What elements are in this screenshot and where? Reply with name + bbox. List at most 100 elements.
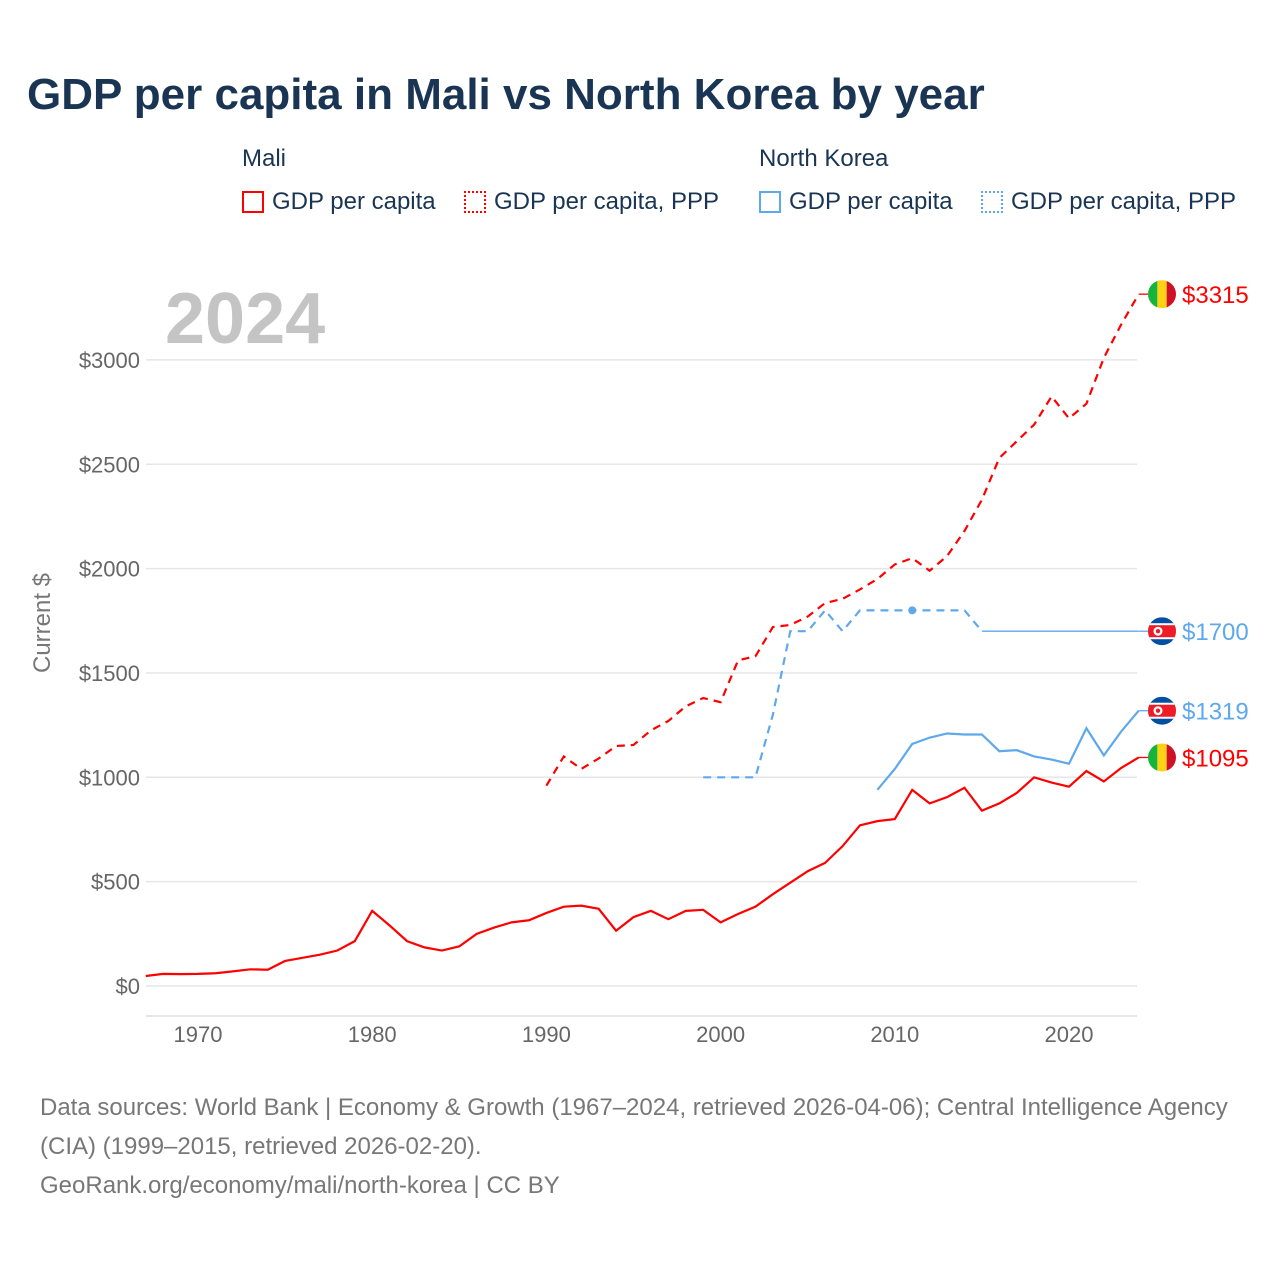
data-point[interactable] <box>244 963 256 975</box>
data-point[interactable] <box>1046 777 1058 789</box>
data-point[interactable] <box>889 604 901 616</box>
data-point[interactable] <box>993 452 1005 464</box>
data-point[interactable] <box>941 604 953 616</box>
data-point[interactable] <box>1115 762 1127 774</box>
data-point[interactable] <box>802 611 814 623</box>
data-point[interactable] <box>906 552 918 564</box>
data-point[interactable] <box>680 905 692 917</box>
data-point[interactable] <box>993 797 1005 809</box>
data-point[interactable] <box>924 604 936 616</box>
data-point[interactable] <box>279 955 291 967</box>
data-point[interactable] <box>1046 754 1058 766</box>
data-point[interactable] <box>488 922 500 934</box>
data-point[interactable] <box>575 900 587 912</box>
data-point[interactable] <box>662 913 674 925</box>
data-point[interactable] <box>697 771 709 783</box>
data-point[interactable] <box>941 550 953 562</box>
data-point[interactable] <box>1046 390 1058 402</box>
data-point[interactable] <box>558 901 570 913</box>
data-point[interactable] <box>889 763 901 775</box>
data-point[interactable] <box>209 967 221 979</box>
data-point[interactable] <box>749 901 761 913</box>
data-point[interactable] <box>976 805 988 817</box>
data-point[interactable] <box>906 784 918 796</box>
data-point[interactable] <box>767 888 779 900</box>
data-point[interactable] <box>297 952 309 964</box>
data-point[interactable] <box>1011 787 1023 799</box>
data-point[interactable] <box>662 715 674 727</box>
data-point[interactable] <box>715 771 727 783</box>
data-point[interactable] <box>645 724 657 736</box>
data-point[interactable] <box>1011 744 1023 756</box>
data-point[interactable] <box>767 621 779 633</box>
data-point[interactable] <box>436 945 448 957</box>
legend-nk-ppp[interactable]: GDP per capita, PPP <box>981 188 1236 216</box>
data-point[interactable] <box>227 965 239 977</box>
data-point[interactable] <box>540 780 552 792</box>
data-point[interactable] <box>314 949 326 961</box>
data-point[interactable] <box>924 565 936 577</box>
data-point[interactable] <box>506 916 518 928</box>
data-point[interactable] <box>784 625 796 637</box>
data-point[interactable] <box>558 750 570 762</box>
data-point[interactable] <box>732 654 744 666</box>
data-point[interactable] <box>157 968 169 980</box>
data-point[interactable] <box>697 904 709 916</box>
data-point[interactable] <box>749 771 761 783</box>
data-point[interactable] <box>418 941 430 953</box>
data-point[interactable] <box>1028 419 1040 431</box>
data-point[interactable] <box>628 911 640 923</box>
data-point[interactable] <box>784 877 796 889</box>
data-point[interactable] <box>349 935 361 947</box>
data-point[interactable] <box>610 740 622 752</box>
data-point[interactable] <box>1028 750 1040 762</box>
data-point[interactable] <box>715 696 727 708</box>
data-point[interactable] <box>1011 435 1023 447</box>
data-point[interactable] <box>837 840 849 852</box>
data-point[interactable] <box>767 709 779 721</box>
data-point[interactable] <box>680 700 692 712</box>
data-point[interactable] <box>175 968 187 980</box>
data-point[interactable] <box>976 729 988 741</box>
data-point[interactable] <box>593 753 605 765</box>
data-point[interactable] <box>1115 318 1127 330</box>
data-point[interactable] <box>1115 725 1127 737</box>
data-point[interactable] <box>924 797 936 809</box>
data-point[interactable] <box>1063 412 1075 424</box>
legend-nk-gdp[interactable]: GDP per capita <box>759 188 953 216</box>
data-point[interactable] <box>610 925 622 937</box>
data-point[interactable] <box>854 604 866 616</box>
data-point[interactable] <box>854 819 866 831</box>
data-point[interactable] <box>331 945 343 957</box>
data-point[interactable] <box>401 935 413 947</box>
data-point[interactable] <box>889 813 901 825</box>
data-point[interactable] <box>802 865 814 877</box>
data-point[interactable] <box>976 494 988 506</box>
data-point[interactable] <box>924 732 936 744</box>
data-point[interactable] <box>819 857 831 869</box>
data-point[interactable] <box>1063 758 1075 770</box>
data-point[interactable] <box>941 791 953 803</box>
data-point[interactable] <box>958 525 970 537</box>
data-point[interactable] <box>1080 765 1092 777</box>
data-point[interactable] <box>715 916 727 928</box>
data-point[interactable] <box>871 604 883 616</box>
data-point[interactable] <box>906 738 918 750</box>
data-point[interactable] <box>192 968 204 980</box>
source-link[interactable]: GeoRank.org/economy/mali/north-korea | C… <box>40 1172 560 1199</box>
data-point[interactable] <box>906 604 918 616</box>
data-point[interactable] <box>366 905 378 917</box>
data-point[interactable] <box>384 919 396 931</box>
data-point[interactable] <box>732 771 744 783</box>
data-point[interactable] <box>523 914 535 926</box>
data-point[interactable] <box>1028 771 1040 783</box>
data-point[interactable] <box>1080 398 1092 410</box>
data-point[interactable] <box>1063 781 1075 793</box>
data-point[interactable] <box>1080 722 1092 734</box>
data-point[interactable] <box>697 692 709 704</box>
data-point[interactable] <box>628 739 640 751</box>
data-point[interactable] <box>958 729 970 741</box>
data-point[interactable] <box>471 928 483 940</box>
data-point-marker[interactable] <box>908 606 917 615</box>
data-point[interactable] <box>140 970 152 982</box>
